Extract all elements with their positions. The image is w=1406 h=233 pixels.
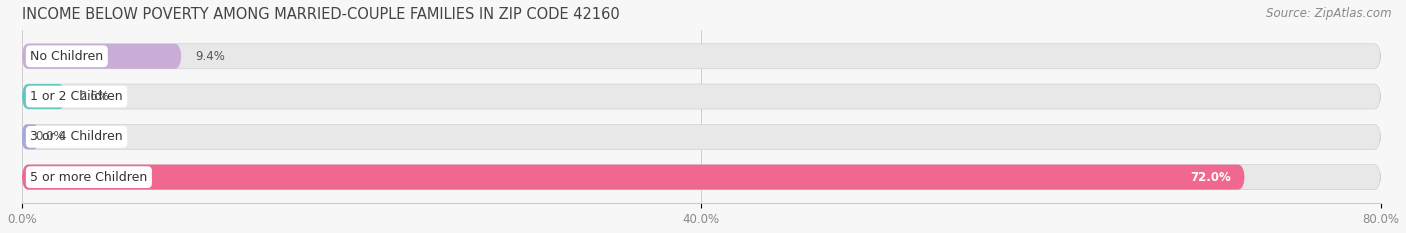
- FancyBboxPatch shape: [21, 165, 1381, 190]
- FancyBboxPatch shape: [21, 124, 1381, 149]
- Text: Source: ZipAtlas.com: Source: ZipAtlas.com: [1267, 7, 1392, 20]
- Text: 2.6%: 2.6%: [80, 90, 110, 103]
- FancyBboxPatch shape: [21, 84, 1381, 109]
- FancyBboxPatch shape: [21, 84, 66, 109]
- FancyBboxPatch shape: [21, 124, 39, 149]
- Text: No Children: No Children: [31, 50, 104, 63]
- Text: 5 or more Children: 5 or more Children: [31, 171, 148, 184]
- Text: 0.0%: 0.0%: [35, 130, 65, 143]
- FancyBboxPatch shape: [21, 44, 181, 69]
- Text: INCOME BELOW POVERTY AMONG MARRIED-COUPLE FAMILIES IN ZIP CODE 42160: INCOME BELOW POVERTY AMONG MARRIED-COUPL…: [21, 7, 620, 22]
- Text: 72.0%: 72.0%: [1191, 171, 1232, 184]
- FancyBboxPatch shape: [21, 44, 1381, 69]
- Text: 3 or 4 Children: 3 or 4 Children: [31, 130, 122, 143]
- FancyBboxPatch shape: [21, 165, 1244, 190]
- Text: 9.4%: 9.4%: [195, 50, 225, 63]
- Text: 1 or 2 Children: 1 or 2 Children: [31, 90, 122, 103]
